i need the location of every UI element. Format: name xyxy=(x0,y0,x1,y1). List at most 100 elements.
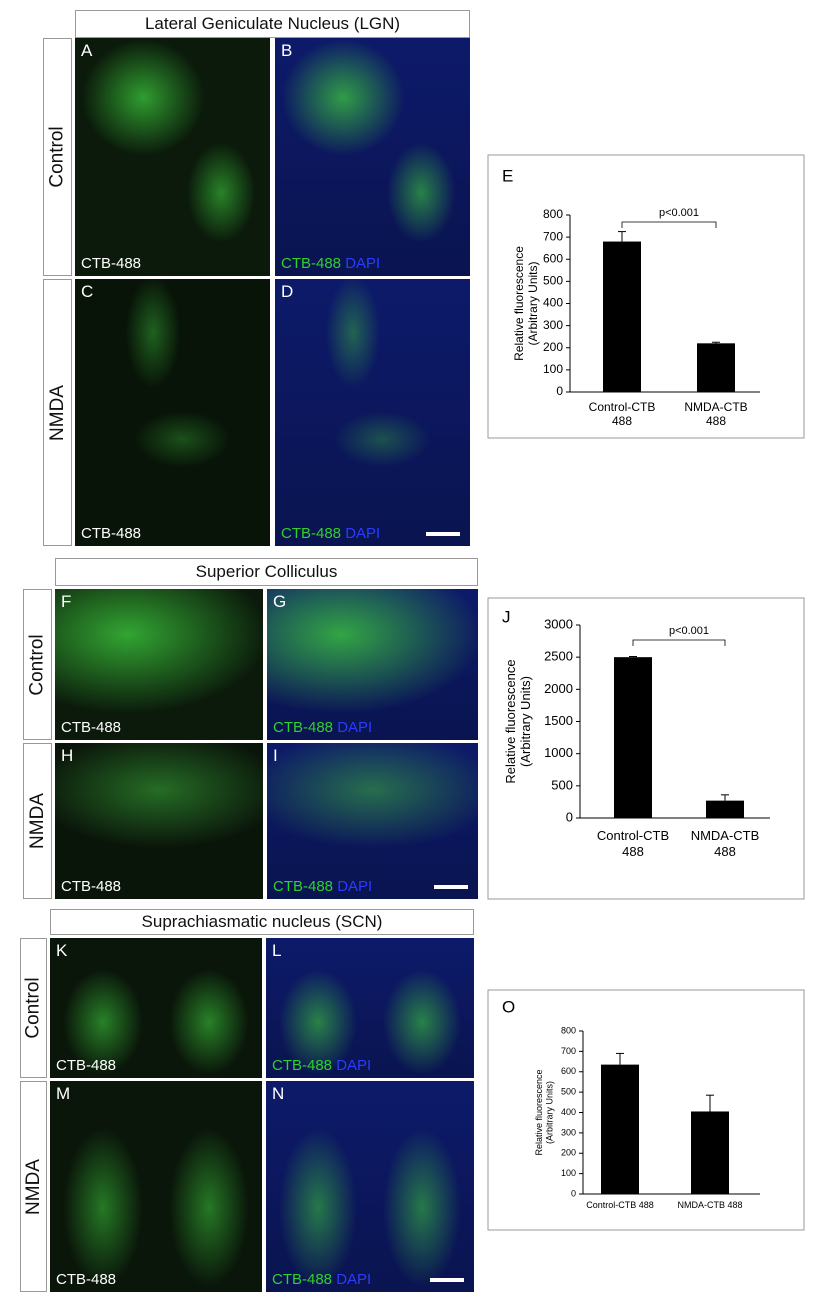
x-tick-label-box: NMDA-CTB 488 xyxy=(677,1200,743,1210)
y-tick-label: 500 xyxy=(543,274,563,288)
y-tick-label: 1500 xyxy=(544,713,573,728)
panel-letter: N xyxy=(272,1084,285,1103)
row-label-box: NMDA xyxy=(20,1081,47,1292)
y-tick-label: 400 xyxy=(561,1107,576,1117)
error-bar xyxy=(629,656,637,658)
error-bar xyxy=(706,1094,714,1112)
y-tick-label: 0 xyxy=(556,384,563,398)
stain-label: CTB-488 xyxy=(81,525,141,542)
stain-label: CTB-488 xyxy=(81,255,141,272)
row-label-box: Control xyxy=(23,589,52,740)
x-tick-label: Control-CTB 488 xyxy=(596,828,670,859)
micrograph: I CTB-488 DAPI xyxy=(267,743,478,899)
x-tick-label: NMDA-CTB 488 xyxy=(684,400,748,429)
stain-label: CTB-488 xyxy=(61,719,121,736)
panel-letter: M xyxy=(56,1084,71,1103)
chart-frame xyxy=(487,989,805,1231)
section-title: Suprachiasmatic nucleus (SCN) xyxy=(50,909,474,935)
micrograph: L CTB-488 DAPI xyxy=(266,938,474,1078)
panel-letter: L xyxy=(272,941,282,960)
stain-name: CTB-488 xyxy=(273,719,334,736)
chart-letter: J xyxy=(502,607,511,626)
stain-name: CTB-488 xyxy=(56,1271,117,1288)
scale-bar xyxy=(426,532,460,536)
micrograph: D CTB-488 DAPI xyxy=(275,279,470,546)
micrograph: F CTB-488 xyxy=(55,589,263,740)
stain-name: CTB-488 xyxy=(61,878,122,895)
y-tick-label: 2000 xyxy=(544,681,573,696)
stain-label: CTB-488 DAPI xyxy=(273,719,372,736)
row-label-box: NMDA xyxy=(43,279,72,546)
row-label: NMDA xyxy=(22,1158,44,1215)
bar xyxy=(691,1111,729,1194)
row-label-box: Control xyxy=(43,38,72,276)
x-tick-label: NMDA-CTB 488 xyxy=(677,1200,743,1210)
significance-bracket xyxy=(621,221,717,228)
chart-frame xyxy=(487,154,805,439)
y-tick-label: 600 xyxy=(543,251,563,265)
micrograph: C CTB-488 xyxy=(75,279,270,546)
bar xyxy=(614,657,652,818)
x-tick-label-box: Control-CTB 488 xyxy=(596,828,670,859)
row-label: Control xyxy=(46,126,68,188)
chart-letter: E xyxy=(502,166,513,185)
y-axis-label-line: Relative fluorescence xyxy=(512,246,526,361)
y-tick-label: 300 xyxy=(561,1127,576,1137)
y-tick-label: 700 xyxy=(543,229,563,243)
significance-label: p<0.001 xyxy=(669,625,709,637)
panel-letter: F xyxy=(61,592,72,611)
y-axis-label: Relative fluorescence(Arbitrary Units) xyxy=(512,246,540,361)
bar xyxy=(603,241,641,392)
y-tick-label: 800 xyxy=(543,207,563,221)
y-tick-label: 100 xyxy=(543,362,563,376)
significance-label: p<0.001 xyxy=(659,207,699,219)
stain-label: CTB-488 DAPI xyxy=(272,1271,371,1288)
counterstain-name: DAPI xyxy=(337,878,373,895)
panel-letter: H xyxy=(61,746,74,765)
micrograph: B CTB-488 DAPI xyxy=(275,38,470,276)
stain-name: CTB-488 xyxy=(61,719,122,736)
row-label: Control xyxy=(26,633,48,696)
significance-bracket xyxy=(632,639,726,646)
stain-label: CTB-488 DAPI xyxy=(281,525,380,542)
y-axis-label-line: (Arbitrary Units) xyxy=(518,676,533,767)
y-tick-label: 800 xyxy=(561,1025,576,1035)
bar xyxy=(697,343,735,392)
y-tick-label: 500 xyxy=(551,777,573,792)
x-tick-label-box: NMDA-CTB 488 xyxy=(684,400,748,429)
panel-letter: B xyxy=(281,41,293,60)
y-tick-label: 500 xyxy=(561,1087,576,1097)
y-axis-label-line: (Arbitrary Units) xyxy=(526,261,540,345)
bar xyxy=(601,1064,639,1194)
y-axis-label-line: (Arbitrary Units) xyxy=(545,1081,555,1144)
x-tick-label-box: Control-CTB 488 xyxy=(589,400,656,428)
x-tick-label-box: Control-CTB 488 xyxy=(586,1200,654,1210)
y-axis-label-line: Relative fluorescence xyxy=(534,1069,544,1155)
y-tick-label: 1000 xyxy=(544,745,573,760)
panel-letter: I xyxy=(273,746,278,765)
row-label-box: Control xyxy=(20,938,47,1078)
row-label: Control xyxy=(22,977,44,1039)
stain-name: CTB-488 xyxy=(272,1271,333,1288)
panel-letter: D xyxy=(281,282,294,301)
y-axis-label: Relative fluorescence(Arbitrary Units) xyxy=(534,1069,554,1155)
stain-name: CTB-488 xyxy=(81,255,142,272)
y-tick-label: 200 xyxy=(561,1148,576,1158)
y-tick-label: 700 xyxy=(561,1046,576,1056)
counterstain-name: DAPI xyxy=(336,1271,372,1288)
y-tick-label: 600 xyxy=(561,1066,576,1076)
y-tick-label: 0 xyxy=(566,809,573,824)
scale-bar xyxy=(434,885,468,889)
counterstain-name: DAPI xyxy=(345,525,381,542)
error-bar xyxy=(618,231,626,242)
panel-letter: C xyxy=(81,282,94,301)
micrograph: A CTB-488 xyxy=(75,38,270,276)
counterstain-name: DAPI xyxy=(337,719,373,736)
y-tick-label: 2500 xyxy=(544,649,573,664)
error-bar xyxy=(712,341,720,344)
y-tick-label: 3000 xyxy=(544,616,573,631)
panel-letter: G xyxy=(273,592,287,611)
section-title: Lateral Geniculate Nucleus (LGN) xyxy=(75,10,470,38)
stain-name: CTB-488 xyxy=(272,1057,333,1074)
